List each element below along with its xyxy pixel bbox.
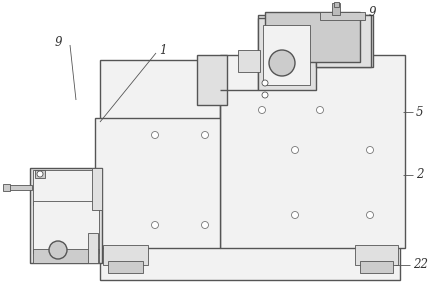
Bar <box>103 245 148 265</box>
Bar <box>95 118 220 248</box>
Bar <box>92 168 102 210</box>
Circle shape <box>201 131 208 138</box>
Circle shape <box>317 106 324 113</box>
Text: 9: 9 <box>369 6 377 20</box>
Bar <box>265 12 360 62</box>
Text: 2: 2 <box>416 168 424 181</box>
Bar <box>320 12 365 20</box>
Circle shape <box>262 92 268 98</box>
Circle shape <box>269 50 295 76</box>
Circle shape <box>292 146 299 153</box>
Circle shape <box>262 80 268 86</box>
Bar <box>238 50 260 72</box>
Bar <box>100 60 400 280</box>
Circle shape <box>292 211 299 218</box>
Bar <box>360 261 393 273</box>
Bar <box>33 249 99 263</box>
Text: 1: 1 <box>159 45 166 58</box>
Bar <box>258 15 373 67</box>
Bar <box>33 170 99 205</box>
Text: 5: 5 <box>416 106 424 119</box>
Text: 22: 22 <box>413 259 428 271</box>
Bar <box>88 233 98 263</box>
Circle shape <box>201 221 208 228</box>
Bar <box>334 2 339 7</box>
Bar <box>258 18 316 90</box>
Circle shape <box>49 241 67 259</box>
Circle shape <box>37 171 43 177</box>
Bar <box>263 25 310 85</box>
Circle shape <box>258 106 265 113</box>
Bar <box>8 185 32 190</box>
Bar <box>3 184 10 191</box>
Circle shape <box>367 146 374 153</box>
Circle shape <box>152 131 159 138</box>
Bar <box>108 261 143 273</box>
Text: 9: 9 <box>54 35 62 48</box>
Circle shape <box>152 221 159 228</box>
Bar <box>197 55 227 105</box>
Bar <box>316 15 371 67</box>
Bar <box>332 3 340 15</box>
Bar <box>33 201 99 253</box>
Bar <box>35 170 45 178</box>
Bar <box>355 245 398 265</box>
Circle shape <box>367 211 374 218</box>
Bar <box>30 168 102 263</box>
Bar <box>220 55 405 248</box>
